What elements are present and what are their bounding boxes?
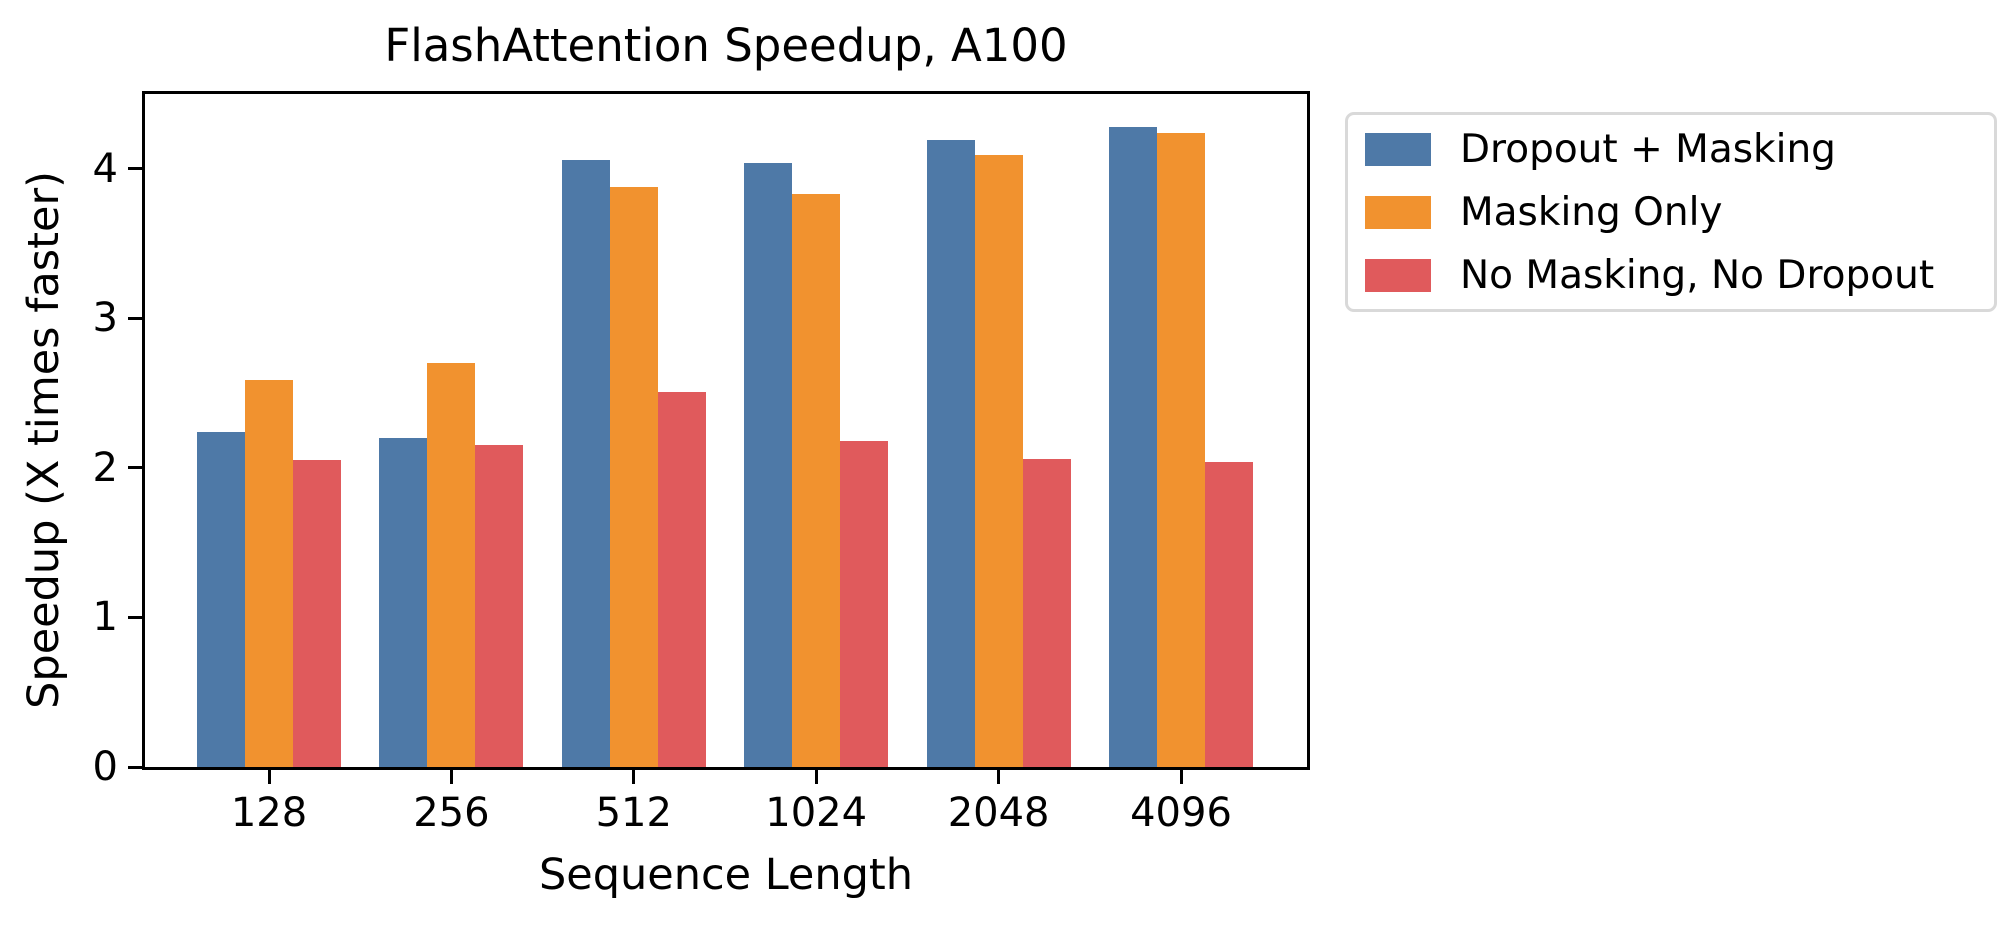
bar-series2-128 bbox=[245, 379, 293, 767]
bar-series3-512 bbox=[657, 391, 706, 767]
legend-swatch-2 bbox=[1365, 195, 1431, 229]
legend-swatch-1 bbox=[1365, 132, 1431, 166]
legend-item: Masking Only bbox=[1365, 189, 1994, 235]
x-tick-label: 256 bbox=[413, 790, 490, 836]
y-tick-label: 3 bbox=[92, 295, 118, 342]
x-tick-label: 512 bbox=[595, 790, 672, 836]
y-tick-label: 2 bbox=[92, 444, 118, 491]
legend-label: Masking Only bbox=[1460, 189, 1723, 235]
x-tick-mark bbox=[997, 770, 1001, 784]
bar-series3-1024 bbox=[840, 440, 889, 767]
y-tick-label: 0 bbox=[92, 744, 118, 790]
legend-item: Dropout + Masking bbox=[1365, 126, 1994, 172]
bar-series1-2048 bbox=[926, 140, 975, 767]
x-tick-mark bbox=[1179, 770, 1183, 784]
legend-label: Dropout + Masking bbox=[1460, 126, 1836, 172]
bar-series3-256 bbox=[475, 445, 524, 767]
bar-series2-2048 bbox=[974, 155, 1023, 767]
x-tick-mark bbox=[632, 770, 636, 784]
bar-series1-512 bbox=[561, 159, 610, 767]
x-tick-mark bbox=[814, 770, 818, 784]
x-tick-mark bbox=[449, 770, 453, 784]
plot-area bbox=[142, 91, 1310, 770]
y-tick-mark bbox=[128, 316, 142, 320]
bar-series3-128 bbox=[293, 460, 341, 767]
legend-item: No Masking, No Dropout bbox=[1365, 252, 1994, 298]
y-tick-mark bbox=[128, 765, 142, 769]
bar-series2-256 bbox=[427, 363, 476, 767]
y-tick-mark bbox=[128, 167, 142, 171]
y-tick-mark bbox=[128, 615, 142, 619]
bar-series3-4096 bbox=[1205, 461, 1253, 767]
y-tick-label: 1 bbox=[92, 594, 118, 641]
bar-series1-1024 bbox=[744, 162, 793, 767]
bar-series1-4096 bbox=[1109, 126, 1157, 767]
bar-series1-256 bbox=[379, 437, 428, 767]
legend-swatch-3 bbox=[1365, 258, 1431, 292]
bar-series3-2048 bbox=[1022, 458, 1071, 767]
x-tick-label: 4096 bbox=[1130, 790, 1232, 836]
bar-series1-128 bbox=[197, 432, 245, 767]
legend-label: No Masking, No Dropout bbox=[1460, 252, 1935, 298]
bar-series2-4096 bbox=[1157, 132, 1205, 767]
x-tick-label: 1024 bbox=[765, 790, 868, 836]
chart-title: FlashAttention Speedup, A100 bbox=[384, 19, 1068, 72]
y-tick-label: 4 bbox=[92, 145, 118, 192]
legend: Dropout + Masking Masking Only No Masking,… bbox=[1345, 112, 1997, 312]
y-tick-mark bbox=[128, 466, 142, 470]
bar-series2-512 bbox=[609, 186, 658, 767]
x-tick-label: 2048 bbox=[947, 790, 1050, 836]
x-tick-label: 128 bbox=[230, 790, 308, 836]
x-axis-label: Sequence Length bbox=[538, 850, 914, 900]
x-tick-mark bbox=[267, 770, 271, 784]
bar-series2-1024 bbox=[792, 194, 841, 767]
